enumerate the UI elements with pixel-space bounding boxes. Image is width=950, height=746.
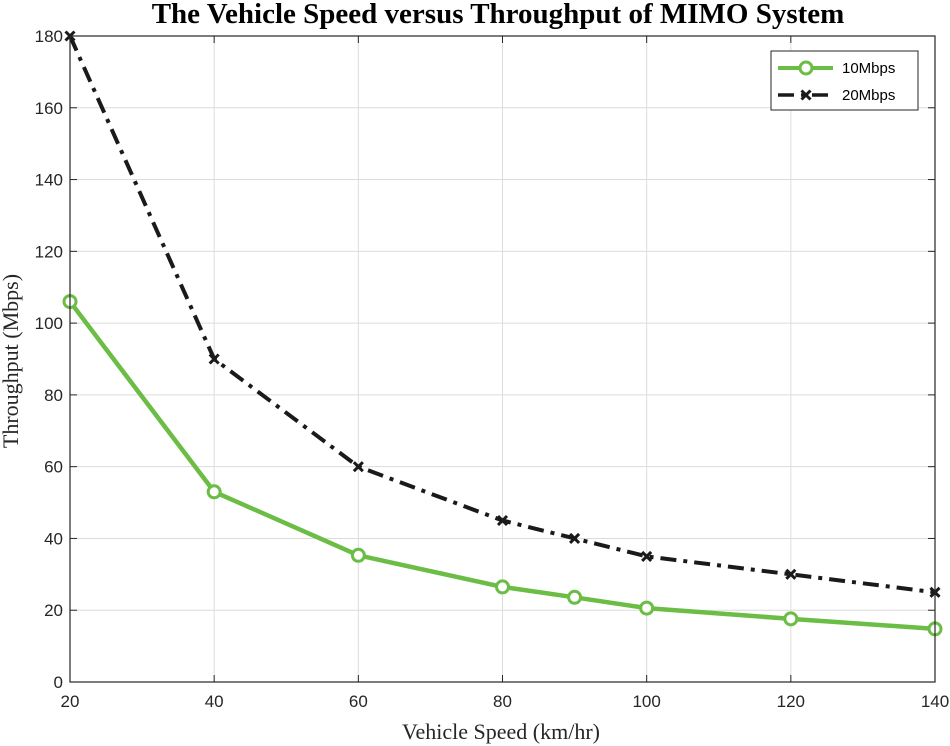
y-tick-label: 160 — [35, 99, 63, 118]
y-tick-label: 40 — [44, 529, 63, 548]
legend: 10Mbps 20Mbps — [770, 50, 919, 111]
y-tick-label: 120 — [35, 242, 63, 261]
x-axis-label: Vehicle Speed (km/hr) — [402, 719, 600, 744]
y-tick-label: 80 — [44, 386, 63, 405]
y-tick-label: 60 — [44, 458, 63, 477]
data-point-20Mbps — [641, 550, 653, 562]
data-point-10Mbps — [639, 600, 655, 616]
data-point-20Mbps — [496, 514, 509, 527]
data-point-20Mbps — [208, 353, 220, 365]
series-10Mbps — [62, 294, 943, 637]
x-tick-label: 60 — [349, 692, 368, 711]
series-line-10Mbps — [68, 300, 936, 632]
data-point-20Mbps — [569, 532, 581, 545]
y-tick-label: 180 — [35, 27, 63, 46]
chart-title: The Vehicle Speed versus Throughput of M… — [152, 0, 845, 30]
series-20Mbps — [64, 30, 941, 598]
x-tick-label: 40 — [205, 692, 224, 711]
data-point-20Mbps — [785, 568, 797, 580]
legend-label-10Mbps: 10Mbps — [842, 60, 895, 77]
legend-box — [770, 50, 919, 111]
x-tick-label: 140 — [921, 692, 949, 711]
axes — [69, 35, 936, 683]
legend-marker-20Mbps — [800, 89, 812, 101]
legend-item-20Mbps: 20Mbps — [778, 87, 895, 104]
data-point-10Mbps — [783, 611, 799, 627]
data-point-10Mbps — [206, 484, 222, 500]
series-line-20Mbps — [68, 35, 936, 595]
y-tick-label: 0 — [54, 673, 63, 692]
x-tick-label: 20 — [61, 692, 80, 711]
x-tick-label: 120 — [777, 692, 805, 711]
y-tick-label: 140 — [35, 171, 63, 190]
y-axis-label: Throughput (Mbps) — [0, 274, 23, 448]
data-point-10Mbps — [567, 589, 583, 605]
y-tick-label: 100 — [35, 314, 63, 333]
x-tick-label: 100 — [632, 692, 660, 711]
data-point-20Mbps — [352, 461, 364, 473]
series-layer — [62, 30, 943, 637]
legend-item-10Mbps: 10Mbps — [778, 60, 895, 77]
legend-label-20Mbps: 20Mbps — [842, 87, 895, 104]
data-point-10Mbps — [495, 579, 510, 595]
x-tick-label: 80 — [493, 692, 512, 711]
data-point-10Mbps — [350, 547, 366, 563]
y-tick-label: 20 — [44, 601, 63, 620]
legend-marker-10Mbps — [798, 60, 814, 76]
tick-labels: 20 40 60 80 100 120 14002040608010012014016018… — [35, 27, 950, 711]
